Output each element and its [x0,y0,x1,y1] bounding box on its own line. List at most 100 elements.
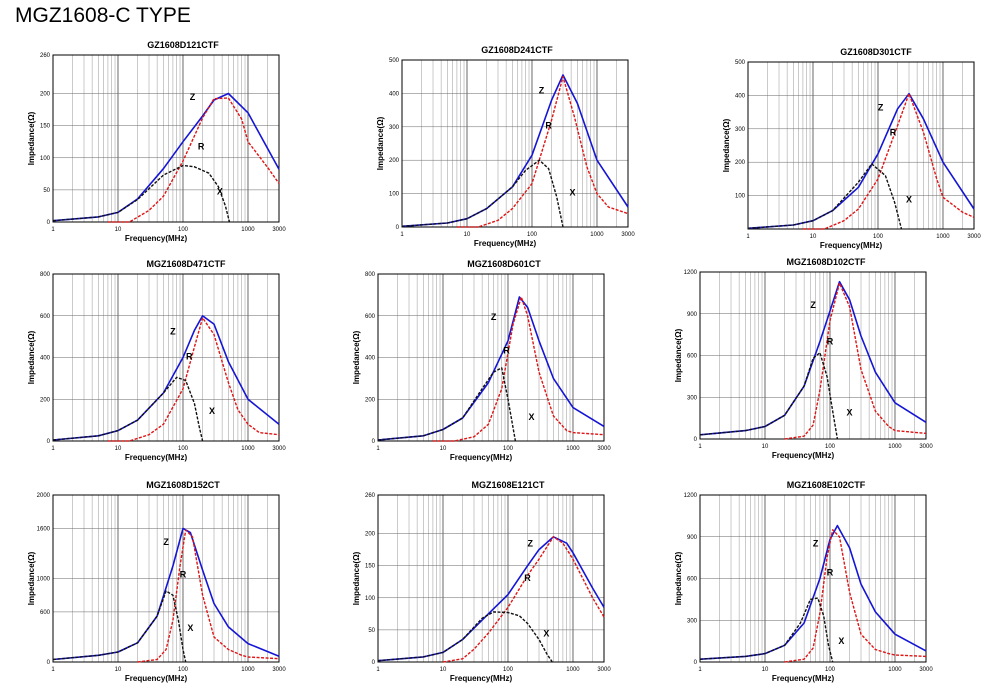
plot-frame [377,494,605,663]
x-tick-label: 10 [115,667,122,673]
y-tick-label: 200 [365,532,376,538]
y-tick-label: 100 [735,194,746,200]
curve-label-x: X [847,407,853,417]
curve-label-z: Z [491,312,497,322]
curve-label-z: Z [527,538,533,548]
x-tick-label: 3000 [597,667,611,673]
plot-frame [699,271,927,440]
curve-label-x: X [543,628,549,638]
y-axis-label: Impedance(Ω) [674,328,683,382]
curve-label-r: R [827,336,834,346]
curve-label-r: R [503,345,510,355]
y-tick-label: 200 [735,160,746,166]
x-tick-label: 100 [825,444,836,450]
x-tick-label: 1 [698,444,702,450]
curve-label-z: Z [810,300,816,310]
x-tick-label: 1 [51,446,55,452]
series-z-line [52,314,280,441]
series-r-line [802,92,975,230]
x-axis-label: Frequency(MHz) [125,234,188,243]
y-tick-label: 200 [40,92,51,98]
y-tick-label: 300 [389,125,400,131]
y-tick-label: 600 [40,314,51,320]
y-tick-label: 0 [694,660,698,666]
x-tick-label: 1000 [566,446,580,452]
y-tick-label: 400 [365,356,376,362]
plot-frame [52,494,280,663]
series-r-line [107,317,280,442]
y-tick-label: 1600 [37,526,51,532]
y-tick-label: 600 [365,314,376,320]
x-tick-label: 1 [400,232,404,238]
x-tick-label: 3000 [919,444,933,450]
x-tick-label: 100 [527,232,538,238]
y-tick-label: 100 [365,596,376,602]
x-axis-label: Frequency(MHz) [450,453,513,462]
y-tick-label: 50 [368,628,375,634]
y-axis-label: Impedance(Ω) [352,330,361,384]
series-r-line [107,97,280,223]
plot-frame [699,494,927,663]
x-tick-label: 1 [746,234,750,240]
x-tick-label: 3000 [272,227,286,233]
plot-frame [52,54,280,223]
curve-label-x: X [906,194,912,204]
x-tick-label: 10 [810,234,817,240]
curve-label-x: X [838,636,844,646]
y-tick-label: 300 [687,618,698,624]
plot-area [402,60,628,227]
series-r-line [432,296,605,442]
x-tick-label: 10 [464,232,471,238]
curve-label-x: X [217,186,223,196]
y-tick-label: 200 [365,397,376,403]
x-tick-label: 3000 [272,667,286,673]
x-tick-label: 3000 [272,446,286,452]
y-axis-label: Impedance(Ω) [722,118,731,172]
chart-title: MGZ1608D152CT [146,480,220,490]
x-tick-label: 10 [440,667,447,673]
series-r-line [442,536,605,663]
plot-area [53,55,279,222]
x-tick-label: 1000 [241,227,255,233]
chart-title: MGZ1608E102CTF [787,480,866,490]
y-tick-label: 500 [389,58,400,64]
x-tick-label: 1000 [888,667,902,673]
y-axis-label: Impedance(Ω) [27,111,36,165]
x-axis-label: Frequency(MHz) [820,241,883,250]
curve-label-z: Z [813,538,819,548]
curve-label-z: Z [163,537,169,547]
y-tick-label: 900 [687,312,698,318]
y-tick-label: 150 [365,564,376,570]
y-tick-label: 600 [687,354,698,360]
curve-label-z: Z [190,92,196,102]
curve-label-z: Z [878,102,884,112]
curve-label-r: R [524,573,531,583]
x-tick-label: 3000 [621,232,635,238]
y-axis-label: Impedance(Ω) [674,551,683,605]
x-tick-label: 10 [762,444,769,450]
curve-label-r: R [545,120,552,130]
x-tick-label: 1000 [241,446,255,452]
y-tick-label: 50 [43,188,50,194]
series-z-line [377,296,605,441]
x-axis-label: Frequency(MHz) [125,674,188,683]
y-tick-label: 400 [735,93,746,99]
x-tick-label: 10 [115,446,122,452]
y-tick-label: 600 [687,577,698,583]
series-x-line [401,159,564,228]
curve-label-x: X [187,623,193,633]
y-tick-label: 0 [372,439,376,445]
plot-frame [52,273,280,442]
plot-frame [401,59,629,228]
y-tick-label: 100 [389,192,400,198]
y-tick-label: 400 [389,91,400,97]
y-tick-label: 900 [687,535,698,541]
series-r-line [784,282,927,440]
